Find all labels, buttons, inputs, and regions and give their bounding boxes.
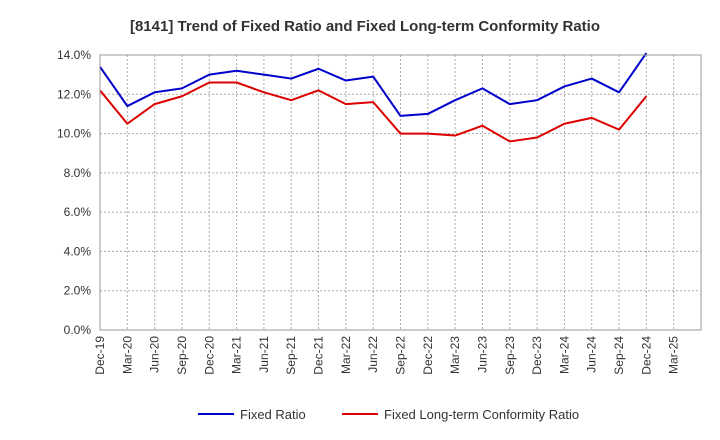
- x-tick-label: Jun-24: [585, 336, 599, 373]
- x-axis-ticks: Dec-19 Mar-20 Jun-20 Sep-20 Dec-20 Mar-21 Jun-…: [93, 336, 681, 375]
- y-tick-label: 10.0%: [57, 127, 91, 141]
- chart-title: [8141] Trend of Fixed Ratio and Fixed Lo…: [130, 18, 600, 35]
- legend-label: Fixed Ratio: [240, 407, 306, 422]
- x-tick-label: Sep-22: [394, 336, 408, 375]
- x-tick-label: Jun-21: [257, 336, 271, 373]
- x-tick-label: Mar-25: [667, 336, 681, 374]
- grid: [100, 54, 701, 330]
- y-tick-label: 14.0%: [57, 48, 91, 62]
- legend-label: Fixed Long-term Conformity Ratio: [384, 407, 579, 422]
- x-tick-label: Sep-23: [503, 336, 517, 375]
- x-tick-label: Jun-22: [366, 336, 380, 373]
- x-tick-label: Sep-24: [612, 336, 626, 375]
- y-tick-label: 2.0%: [64, 284, 92, 298]
- y-tick-label: 8.0%: [64, 166, 92, 180]
- series-line-fixed-long-term-conformity-ratio: [99, 81, 648, 143]
- x-tick-label: Mar-21: [230, 336, 244, 374]
- x-tick-label: Dec-19: [93, 336, 107, 375]
- x-tick-label: Dec-22: [421, 336, 435, 375]
- x-tick-label: Jun-20: [148, 336, 162, 373]
- x-tick-label: Dec-24: [639, 336, 653, 375]
- y-tick-label: 6.0%: [64, 205, 92, 219]
- x-tick-label: Mar-24: [557, 336, 571, 374]
- x-tick-label: Dec-21: [312, 336, 326, 375]
- x-tick-label: Mar-23: [448, 336, 462, 374]
- x-tick-label: Sep-20: [175, 336, 189, 375]
- series-line-fixed-ratio: [99, 52, 648, 117]
- legend: Fixed Ratio Fixed Long-term Conformity Ra…: [198, 407, 579, 422]
- x-tick-label: Dec-20: [202, 336, 216, 375]
- x-tick-label: Mar-22: [339, 336, 353, 374]
- y-tick-label: 12.0%: [57, 87, 91, 101]
- x-tick-label: Dec-23: [530, 336, 544, 375]
- series-lines: [99, 52, 648, 143]
- y-axis-ticks: 0.0% 2.0% 4.0% 6.0% 8.0% 10.0% 12.0% 14.0%: [57, 48, 91, 337]
- plot-frame: [99, 54, 702, 331]
- x-tick-label: Sep-21: [284, 336, 298, 375]
- x-tick-label: Mar-20: [120, 336, 134, 374]
- y-tick-label: 0.0%: [64, 323, 92, 337]
- x-tick-label: Jun-23: [475, 336, 489, 373]
- y-tick-label: 4.0%: [64, 244, 92, 258]
